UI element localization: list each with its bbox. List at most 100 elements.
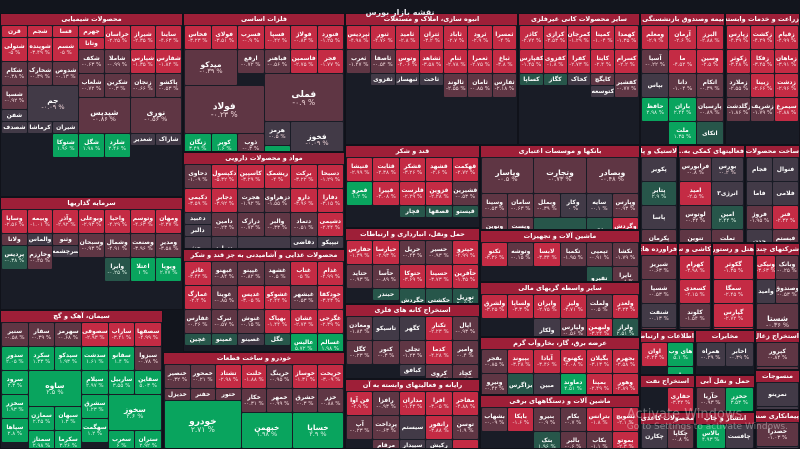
stock-tile[interactable]: اخابر -۰.۳۹ % [725, 343, 753, 366]
stock-tile[interactable]: دامین -۰.۲۳ % [211, 213, 237, 236]
stock-tile[interactable]: دقاضی [291, 237, 317, 248]
stock-tile[interactable]: وبصادر -۰.۴۸ % [586, 158, 638, 193]
stock-tile[interactable]: کاسپین -۳.۲۹ % [238, 165, 264, 188]
stock-tile[interactable]: شلرد ۲.۴۶ % [104, 134, 130, 157]
stock-tile[interactable]: زنگان ۳.۴۹ % [185, 134, 211, 151]
stock-tile[interactable]: دزهراوی -۱.۵۵ % [264, 189, 290, 212]
stock-tile[interactable]: دفارا -۳.۱۵ % [317, 189, 343, 212]
stock-tile[interactable]: سیلام ۲.۹۷ % [82, 371, 108, 394]
stock-tile[interactable]: غبشهر -۰.۵۳ % [291, 286, 317, 309]
stock-tile[interactable]: آپ -۰.۲۳ % [347, 416, 373, 439]
stock-tile[interactable]: نتوس [757, 407, 798, 409]
stock-tile[interactable]: سخزر ۱.۹۳ % [2, 395, 28, 418]
stock-tile[interactable]: ولبهمن -۳.۲۴ % [586, 319, 612, 336]
stock-tile[interactable]: بفجر -۰.۸۵ % [482, 350, 508, 373]
stock-tile[interactable]: زکشت -۴.۲۹ % [751, 26, 774, 49]
stock-tile[interactable]: بگیلان -۳.۱۳ % [586, 350, 612, 373]
stock-tile[interactable]: ومهان -۲.۳۷ % [156, 210, 181, 233]
stock-tile[interactable]: سشرق ۱.۲۳ % [82, 395, 108, 418]
stock-tile[interactable]: سیستم [399, 416, 426, 439]
stock-tile[interactable]: تکنو -۳.۳۶ % [482, 243, 508, 266]
stock-tile[interactable]: سصوفی -۲.۹۳ % [82, 323, 108, 346]
stock-tile[interactable]: ثمسرا -۴ % [492, 26, 516, 49]
stock-tile[interactable]: بورس -۰.۲ % [712, 158, 743, 181]
stock-tile[interactable]: دسبحا -۱.۲۹ % [317, 165, 343, 188]
stock-tile[interactable]: ولملت -۰.۵ % [586, 295, 612, 318]
stock-tile[interactable]: قلرست -۲.۲۹ % [399, 182, 426, 205]
stock-tile[interactable]: حفاری -۳.۳۲ % [668, 388, 693, 411]
stock-tile[interactable]: شگل ۱.۹۸ % [79, 134, 104, 157]
stock-tile[interactable]: سهرمز -۰.۶۸ % [55, 323, 82, 346]
stock-tile[interactable]: تملت-۰.۲۵ % [712, 230, 743, 242]
stock-tile[interactable]: تکمبا -۱.۹۵ % [560, 243, 586, 266]
stock-tile[interactable]: وتانا-۲.۳۱ % [79, 38, 104, 49]
stock-tile[interactable]: پکویر [642, 158, 676, 181]
stock-tile[interactable]: پرداخت -۰.۶۳ % [373, 416, 399, 439]
stock-tile[interactable]: حریل -۰.۴۳ % [399, 241, 426, 264]
stock-tile[interactable]: ستران ۲.۹۲ % [135, 431, 161, 448]
sector-header-hotels[interactable]: هتل و رستوران [713, 244, 754, 255]
stock-tile[interactable]: اتکام -۰.۳۹ % [696, 74, 723, 97]
stock-tile[interactable]: حپارسا -۲.۹۳ % [373, 241, 399, 264]
stock-tile[interactable]: غاذر -۳.۴۴ % [185, 262, 211, 285]
stock-tile[interactable]: بکهنوج -۳.۰۸ % [560, 350, 586, 373]
stock-tile[interactable]: درازک -۰.۷۳ % [238, 213, 264, 236]
stock-tile[interactable]: زگلدشت -۱.۸۶ % [727, 98, 750, 121]
stock-tile[interactable]: رکیش [426, 440, 452, 448]
stock-tile[interactable]: بمپنا -۲.۴۹ % [586, 374, 612, 394]
stock-tile[interactable]: امین ۲.۴۴ % [712, 206, 743, 229]
stock-tile[interactable]: غناب -۵ % [291, 262, 317, 285]
stock-tile[interactable]: مفاخر -۴.۸۸ % [452, 392, 478, 415]
stock-tile[interactable]: دجابر -۳.۹۲ % [211, 189, 237, 212]
stock-tile[interactable]: غشوکو -۲.۴۴ % [264, 286, 290, 309]
stock-tile[interactable]: همراه -۰.۲۹ % [697, 343, 725, 366]
stock-tile[interactable]: فروسیل۳.۶ % [264, 146, 290, 151]
stock-tile[interactable]: ونوین-۰.۴۳ % [482, 218, 508, 229]
stock-tile[interactable]: فن آوا -۲.۹ % [347, 392, 373, 415]
stock-tile[interactable]: ما -۴.۵۲ % [669, 50, 696, 73]
stock-tile[interactable]: برکت -۳.۲۲ % [291, 165, 317, 188]
stock-tile[interactable]: وسین -۲.۵ % [696, 50, 723, 73]
stock-tile[interactable]: فسپا -۰.۴۲ % [264, 26, 290, 49]
stock-tile[interactable]: وسبحان -۰.۹۳ % [79, 234, 104, 257]
stock-tile[interactable]: فاما [747, 182, 772, 205]
stock-tile[interactable]: وپست-۰.۷۳ % [508, 218, 534, 229]
stock-tile[interactable]: دشیمی -۲.۴۴ % [317, 213, 343, 236]
stock-tile[interactable]: شپدیس -۰.۸۶ % [79, 98, 130, 133]
stock-tile[interactable]: فسرب -۰.۹ % [238, 26, 264, 49]
stock-tile[interactable]: فنورد -۱.۲۵ % [317, 26, 343, 49]
sector-header-cement[interactable]: سیمان، آهک و گچ [1, 311, 162, 322]
stock-tile[interactable]: دکیمی -۳.۵۹ % [185, 189, 211, 212]
sector-header-chemicals[interactable]: محصولات شیمیایی [1, 14, 182, 25]
stock-tile[interactable]: فلامی [773, 182, 798, 205]
stock-tile[interactable]: بجهرم -۳.۵۸ % [612, 350, 638, 373]
stock-tile[interactable]: جم -۰.۰۹ % [27, 86, 79, 121]
stock-tile[interactable]: خکار -۰.۳۱ % [241, 389, 267, 412]
stock-tile[interactable]: کسعدی -۲.۱۵ % [680, 280, 710, 303]
stock-tile[interactable]: حپترو -۴.۹۹ % [452, 241, 478, 264]
stock-tile[interactable]: بالبر -۰.۶ % [560, 432, 586, 448]
sector-header-pharma[interactable]: مواد و محصولات دارویی [184, 153, 344, 164]
stock-tile[interactable]: باران ۲.۴۴ % [669, 98, 696, 121]
stock-tile[interactable]: ثاخت [419, 74, 444, 85]
stock-tile[interactable]: کساپا [520, 74, 543, 85]
stock-tile[interactable]: شیران [53, 122, 79, 133]
stock-tile[interactable]: فرابورس -۰.۸ % [680, 158, 711, 181]
stock-tile[interactable]: قشهد -۲.۶ % [426, 158, 452, 181]
sector-header-auto[interactable]: خودرو و ساخت قطعات [164, 353, 344, 364]
stock-tile[interactable]: انرژی۳ [712, 182, 743, 205]
stock-tile[interactable]: قزوین -۲.۲۸ % [426, 182, 452, 205]
stock-tile[interactable]: بالاس ۴.۹۳ % [697, 425, 725, 448]
stock-tile[interactable]: شفارس -۱.۸۴ % [156, 50, 181, 73]
stock-tile[interactable]: وشمال -۴.۹۱ % [104, 234, 130, 257]
stock-tile[interactable]: غبهنو -۰.۸۴ % [211, 262, 237, 285]
stock-tile[interactable]: فخاس -۳.۲۳ % [185, 26, 211, 49]
stock-tile[interactable]: زملارد -۲.۵۵ % [727, 74, 750, 97]
stock-tile[interactable]: تفیرو [586, 267, 612, 281]
stock-tile[interactable]: شسپا -۰.۵۳ % [642, 280, 676, 303]
stock-tile[interactable]: وساپا -۲.۵۶ % [2, 210, 27, 233]
stock-tile[interactable]: ثامید -۲.۸ % [395, 26, 419, 49]
sector-header-conglomerates[interactable]: شرکتهای چند رشته ای صنعتی [756, 244, 799, 255]
stock-tile[interactable]: غویتا -۰.۸۵ % [211, 286, 237, 309]
stock-tile[interactable]: ثنور -۴.۷۶ % [371, 26, 395, 49]
